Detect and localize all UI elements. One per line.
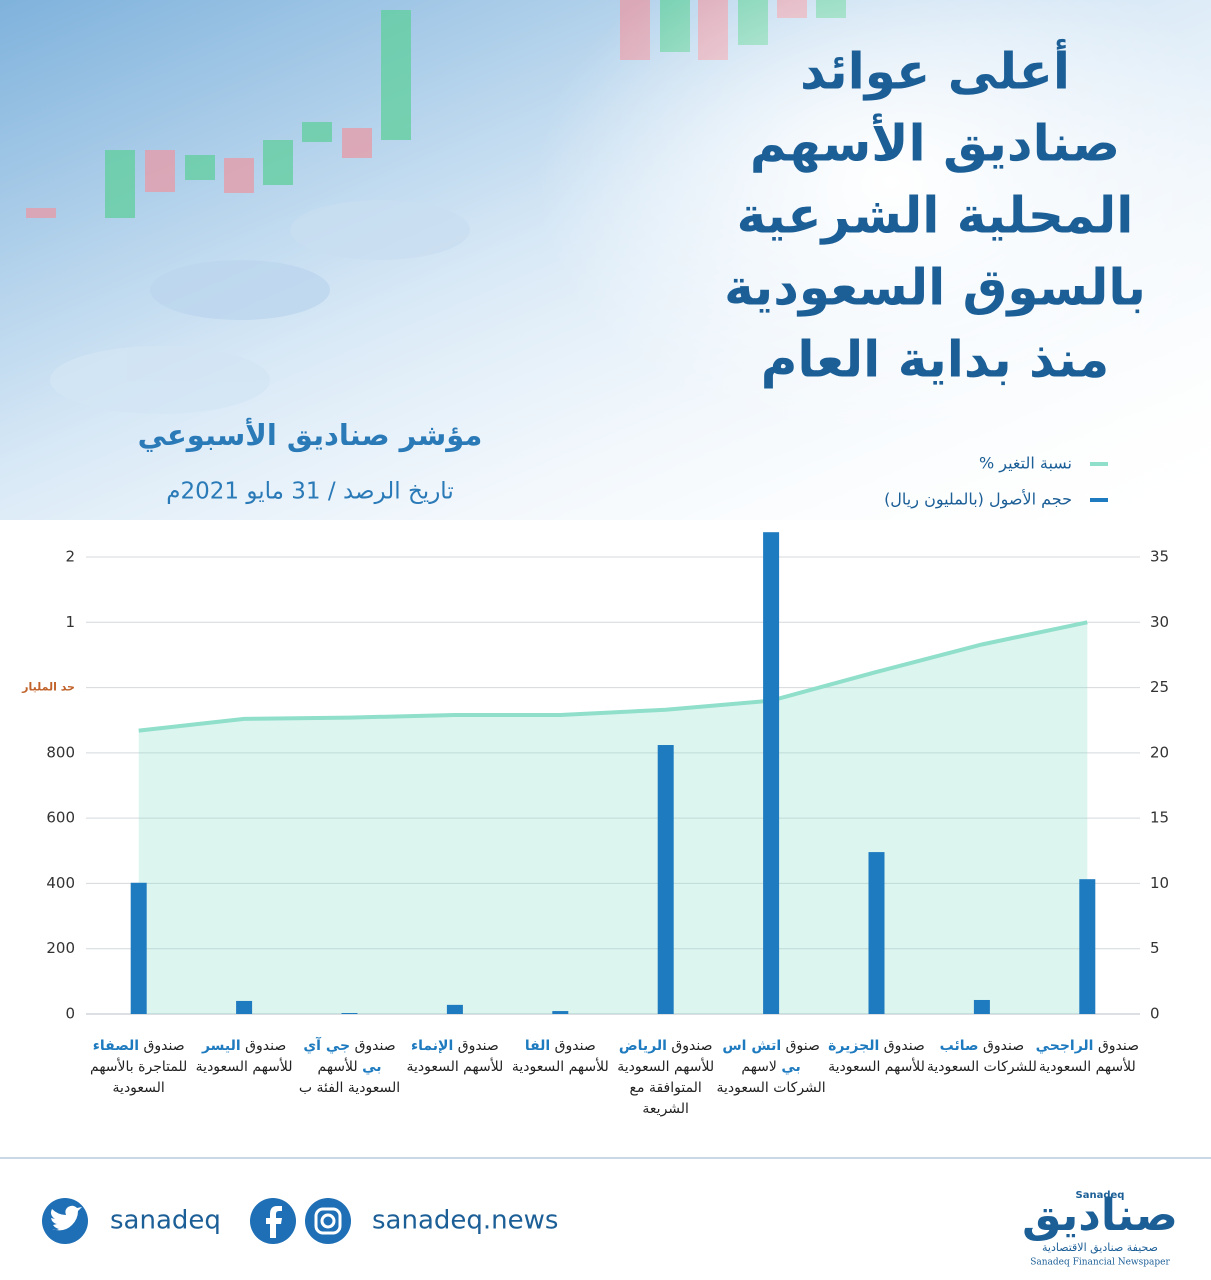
category-name: الراجحي [1035, 1038, 1094, 1054]
facebook-f [266, 1206, 282, 1238]
category-after: للشركات السعودية [926, 1059, 1037, 1075]
instagram-glyph [314, 1207, 342, 1235]
y-tick-label: 600 [46, 809, 75, 827]
bar [446, 1004, 463, 1014]
chart-subtitle: تاريخ الرصد / 31 مايو 2021م [166, 479, 453, 505]
category-name: صائب [939, 1038, 979, 1054]
category-after: للأسهم السعودية [828, 1059, 925, 1075]
y-tick-label: 0 [65, 1005, 75, 1023]
y2-tick-label: 15 [1150, 809, 1169, 827]
x-tick-label: صندوق الراجحي للأسهم السعودية [1031, 1036, 1143, 1078]
x-tick-label: صندوق الإنماء للأسهم السعودية [399, 1036, 511, 1078]
y2-tick-label: 20 [1150, 743, 1169, 761]
instagram-icon[interactable] [305, 1198, 351, 1244]
category-name: الرياض [618, 1038, 667, 1054]
x-tick-label: صندوق اليسر للأسهم السعودية [188, 1036, 300, 1078]
category-after: للأسهم السعودية الفئة ب [298, 1059, 401, 1096]
bar [341, 1013, 358, 1014]
y-tick-label: 1 [65, 613, 75, 631]
category-before: صندوق [983, 1038, 1025, 1054]
bar [1079, 879, 1096, 1014]
x-tick-label: صندوق الفا للأسهم السعودية [504, 1036, 616, 1078]
y2-tick-label: 0 [1150, 1005, 1160, 1023]
category-name: الإنماء [410, 1038, 454, 1054]
line [138, 620, 1088, 733]
title-line: المحلية الشرعية [737, 187, 1134, 246]
category-before: صندوق [245, 1038, 287, 1054]
category-after: للأسهم السعودية [406, 1059, 504, 1075]
background-glow [500, 0, 1211, 520]
y-tick-label: 200 [46, 939, 75, 957]
category-name: جي آي بي [303, 1038, 382, 1075]
logo-tagline-ar: صحيفة صناديق الاقتصادية [1042, 1241, 1158, 1255]
bar [552, 1011, 569, 1014]
x-tick-label: صنوق اتش اس بي لاسهم الشركات السعودية [715, 1036, 827, 1099]
bar [657, 745, 674, 1014]
y2-tick-label: 25 [1150, 678, 1169, 696]
y-tick-label: 800 [46, 743, 75, 761]
twitter-bird [51, 1205, 82, 1231]
category-before: صنوق [785, 1038, 820, 1054]
bar [868, 852, 885, 1014]
x-tick-label: صندوق صائب للشركات السعودية [926, 1036, 1038, 1078]
category-after: للمتاجرة بالأسهم السعودية [90, 1059, 188, 1096]
y-tick-label: حد المليار [21, 681, 75, 694]
category-before: صندوق [143, 1038, 185, 1054]
title-line: منذ بداية العام [761, 331, 1110, 389]
legend-label: نسبة التغير % [979, 454, 1072, 474]
y-tick-label: 2 [65, 548, 75, 566]
y2-tick-label: 5 [1150, 939, 1160, 957]
category-before: صندوق [354, 1038, 396, 1054]
category-name: الجزيرة [828, 1038, 880, 1054]
logo-tagline-en: Sanadeq Financial Newspaper [1030, 1258, 1170, 1268]
category-before: صندوق [883, 1038, 925, 1054]
category-after: للأسهم السعودية المتوافقة مع الشريعة [617, 1059, 715, 1117]
area [138, 622, 1088, 1014]
category-before: صندوق [1097, 1038, 1140, 1054]
category-name: اليسر [201, 1038, 241, 1054]
y-tick-label: 400 [46, 874, 75, 892]
website[interactable]: sanadeq.news [372, 1206, 558, 1236]
title-line: صناديق الأسهم [750, 113, 1120, 174]
category-name: اتش اس بي [722, 1038, 801, 1075]
x-tick-label: صندوق جي آي بي للأسهم السعودية الفئة ب [294, 1036, 406, 1099]
bar [763, 532, 780, 1014]
x-tick-label: صندوق الرياض للأسهم السعودية المتوافقة م… [610, 1036, 722, 1120]
legend-label: حجم الأصول (بالمليون ريال) [884, 489, 1072, 510]
category-before: صندوق [671, 1038, 713, 1054]
logo: صناديق [1022, 1190, 1178, 1241]
y2-tick-label: 30 [1150, 613, 1169, 631]
bar [130, 882, 147, 1014]
x-tick-label: صندوق الصفاء للمتاجرة بالأسهم السعودية [83, 1036, 195, 1099]
category-before: صندوق [554, 1038, 596, 1054]
category-after: لاسهم الشركات السعودية [716, 1059, 826, 1096]
category-before: صندوق [457, 1038, 499, 1054]
y2-tick-label: 35 [1150, 548, 1169, 566]
category-after: للأسهم السعودية [1038, 1059, 1136, 1075]
category-name: الصفاء [92, 1038, 140, 1054]
title-line: أعلى عوائد [800, 39, 1070, 102]
x-tick-label: صندوق الجزيرة للأسهم السعودية [821, 1036, 933, 1078]
instagram-lens [320, 1213, 336, 1229]
y2-tick-label: 10 [1150, 874, 1169, 892]
category-name: الفا [524, 1038, 551, 1054]
category-after: للأسهم السعودية [195, 1059, 293, 1075]
title-line: بالسوق السعودية [724, 259, 1146, 318]
twitter-handle[interactable]: sanadeq [110, 1206, 221, 1236]
chart-title: مؤشر صناديق الأسبوعي [138, 417, 483, 452]
category-after: للأسهم السعودية [511, 1059, 609, 1075]
bar [973, 999, 990, 1014]
bar [236, 1000, 253, 1014]
logo-small: Sanadeq [1076, 1190, 1125, 1201]
